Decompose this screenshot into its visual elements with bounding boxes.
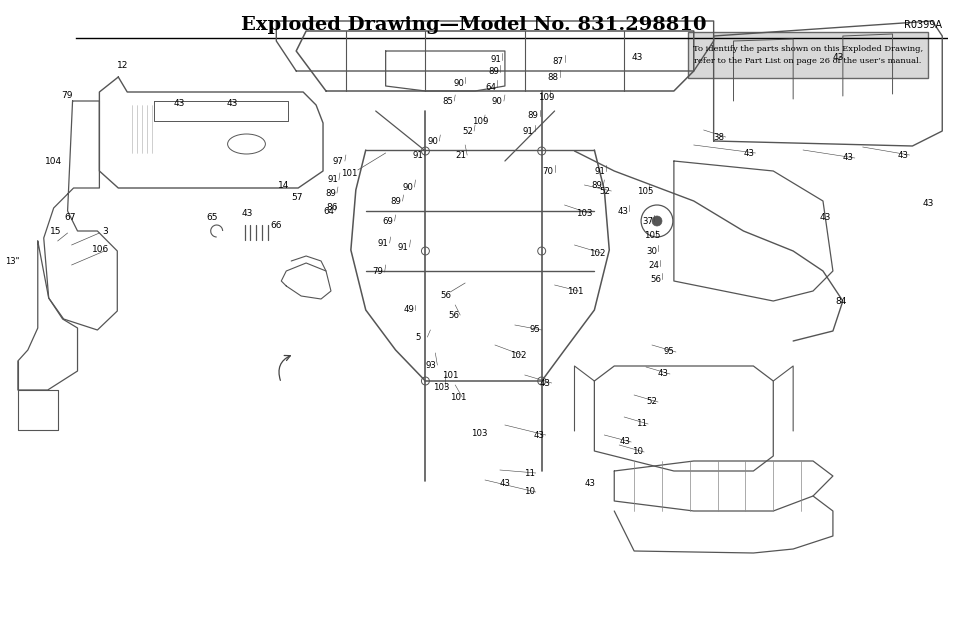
Text: 64: 64	[323, 206, 334, 215]
Text: 79: 79	[373, 268, 383, 277]
Text: 101: 101	[340, 168, 357, 177]
Text: 43: 43	[658, 370, 668, 379]
Text: 56: 56	[440, 291, 451, 299]
Text: 105: 105	[637, 187, 653, 196]
Text: 43: 43	[832, 54, 843, 63]
Text: 106: 106	[92, 244, 110, 253]
Text: 64: 64	[484, 82, 496, 92]
Text: 91: 91	[412, 151, 423, 161]
Text: 90: 90	[427, 137, 437, 146]
Text: 67: 67	[65, 213, 76, 223]
Text: 66: 66	[270, 220, 281, 230]
Text: 43: 43	[841, 153, 853, 163]
Text: 87: 87	[552, 58, 563, 66]
Text: 52: 52	[461, 127, 473, 135]
Text: 30: 30	[645, 246, 657, 256]
Text: 52: 52	[598, 187, 610, 196]
Text: R0399A: R0399A	[903, 20, 942, 30]
Text: 10: 10	[523, 487, 535, 496]
Text: 43: 43	[241, 208, 253, 218]
Text: 21: 21	[455, 151, 466, 160]
Text: 43: 43	[631, 54, 642, 63]
Bar	[687, 32, 927, 78]
Text: 43: 43	[617, 206, 628, 215]
Text: 93: 93	[425, 361, 436, 370]
Text: 89: 89	[488, 68, 498, 77]
Text: 105: 105	[643, 232, 659, 241]
Text: 91: 91	[490, 56, 500, 65]
Text: 13": 13"	[5, 256, 19, 265]
Circle shape	[651, 216, 661, 226]
Text: 104: 104	[45, 156, 62, 165]
Text: 43: 43	[922, 199, 933, 208]
Text: 43: 43	[227, 99, 237, 108]
Text: 95: 95	[529, 325, 540, 334]
Text: 43: 43	[742, 149, 754, 158]
Text: 70: 70	[542, 168, 553, 177]
Text: 5: 5	[415, 332, 420, 341]
Text: 3: 3	[102, 227, 108, 235]
Text: 101: 101	[566, 287, 582, 296]
Text: 11: 11	[523, 468, 535, 477]
Text: 49: 49	[403, 306, 414, 315]
Text: 56: 56	[649, 275, 660, 284]
Text: 89: 89	[591, 182, 601, 191]
Text: 86: 86	[326, 203, 337, 213]
Text: 109: 109	[472, 116, 488, 125]
Text: 102: 102	[589, 249, 605, 258]
Text: 12: 12	[117, 61, 129, 70]
Text: 43: 43	[618, 437, 630, 446]
Text: 97: 97	[333, 156, 343, 165]
Text: 37: 37	[641, 216, 653, 225]
Text: 38: 38	[713, 132, 724, 142]
Text: Exploded Drawing—Model No. 831.298810: Exploded Drawing—Model No. 831.298810	[241, 16, 706, 34]
Text: 24: 24	[647, 261, 659, 270]
Text: 57: 57	[291, 194, 302, 203]
Text: 43: 43	[539, 379, 550, 387]
Text: 88: 88	[547, 73, 558, 82]
Text: 56: 56	[448, 311, 458, 320]
Text: 89: 89	[390, 196, 401, 206]
Text: 91: 91	[594, 166, 604, 175]
Text: 90: 90	[402, 182, 413, 192]
Text: 102: 102	[509, 351, 526, 360]
Text: 84: 84	[834, 296, 845, 306]
Text: 43: 43	[173, 99, 185, 108]
Text: 103: 103	[576, 208, 593, 218]
Text: 91: 91	[397, 242, 408, 251]
Text: 90: 90	[453, 78, 463, 87]
Text: 101: 101	[442, 370, 458, 380]
Text: 91: 91	[377, 239, 388, 248]
Text: 43: 43	[897, 151, 907, 160]
Text: 95: 95	[663, 348, 674, 356]
Text: 11: 11	[636, 420, 646, 429]
Text: 43: 43	[584, 479, 595, 487]
Text: 91: 91	[327, 175, 337, 184]
Text: 103: 103	[433, 382, 450, 391]
Text: 91: 91	[522, 127, 533, 135]
Text: 109: 109	[537, 92, 554, 101]
Text: 43: 43	[499, 479, 511, 487]
Text: 10: 10	[632, 448, 642, 456]
Text: 14: 14	[278, 180, 290, 189]
Text: 85: 85	[442, 96, 453, 106]
Text: 90: 90	[492, 96, 502, 106]
Text: To identify the parts shown on this Exploded Drawing,
refer to the Part List on : To identify the parts shown on this Expl…	[692, 45, 923, 65]
Text: 79: 79	[62, 92, 73, 101]
Text: 89: 89	[527, 111, 538, 120]
Text: 101: 101	[450, 392, 466, 401]
Text: 103: 103	[471, 429, 487, 437]
Text: 89: 89	[325, 189, 335, 197]
Text: 15: 15	[50, 227, 61, 235]
Text: 52: 52	[645, 398, 657, 406]
Text: 43: 43	[533, 430, 544, 439]
Text: 69: 69	[382, 216, 394, 225]
Text: 43: 43	[820, 213, 830, 223]
Text: 65: 65	[207, 213, 218, 223]
